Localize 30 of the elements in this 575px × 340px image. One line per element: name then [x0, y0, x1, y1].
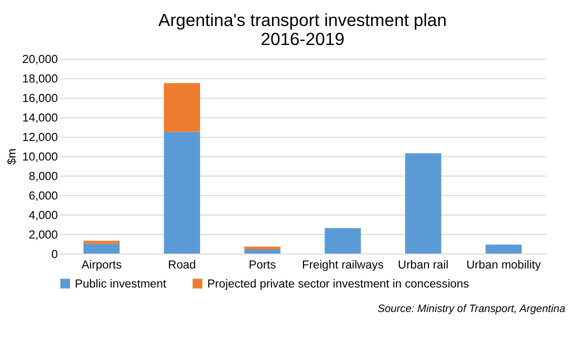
x-tick-label: Airports	[81, 258, 122, 272]
y-tick-label: 4,000	[28, 208, 58, 222]
x-tick-label: Urban rail	[398, 258, 448, 272]
x-tick-label: Road	[168, 258, 196, 272]
y-tick-label: 16,000	[22, 92, 58, 106]
y-tick-label: 12,000	[22, 131, 58, 144]
bar	[164, 132, 200, 254]
bar	[486, 244, 522, 254]
source-note: Source: Ministry of Transport, Argentina	[378, 302, 566, 315]
x-tick-label: Freight railways	[302, 258, 384, 272]
legend-label: Public investment	[74, 277, 168, 290]
y-tick-label: 10,000	[22, 150, 58, 164]
bar	[405, 153, 442, 254]
bar	[164, 83, 200, 132]
chart-title: Argentina's transport investment plan 2016-2019	[158, 10, 447, 50]
y-tick-label: 8,000	[28, 170, 58, 183]
y-tick-label: 14,000	[22, 112, 58, 125]
bar	[244, 250, 280, 254]
bar	[83, 244, 120, 254]
y-tick-label: 6,000	[28, 189, 58, 202]
x-tick-label: Urban mobility	[466, 258, 542, 272]
bar	[244, 246, 280, 250]
x-tick-label: Ports	[248, 258, 276, 272]
y-tick-label: 18,000	[22, 72, 58, 86]
y-tick-label: 2,000	[28, 228, 58, 242]
y-tick-label: 20,000	[22, 53, 58, 66]
y-axis-title: $m	[5, 148, 18, 165]
legend-label: Projected private sector investment in concessions	[207, 277, 470, 290]
bar	[324, 228, 361, 254]
y-tick-label: 0	[51, 248, 58, 261]
